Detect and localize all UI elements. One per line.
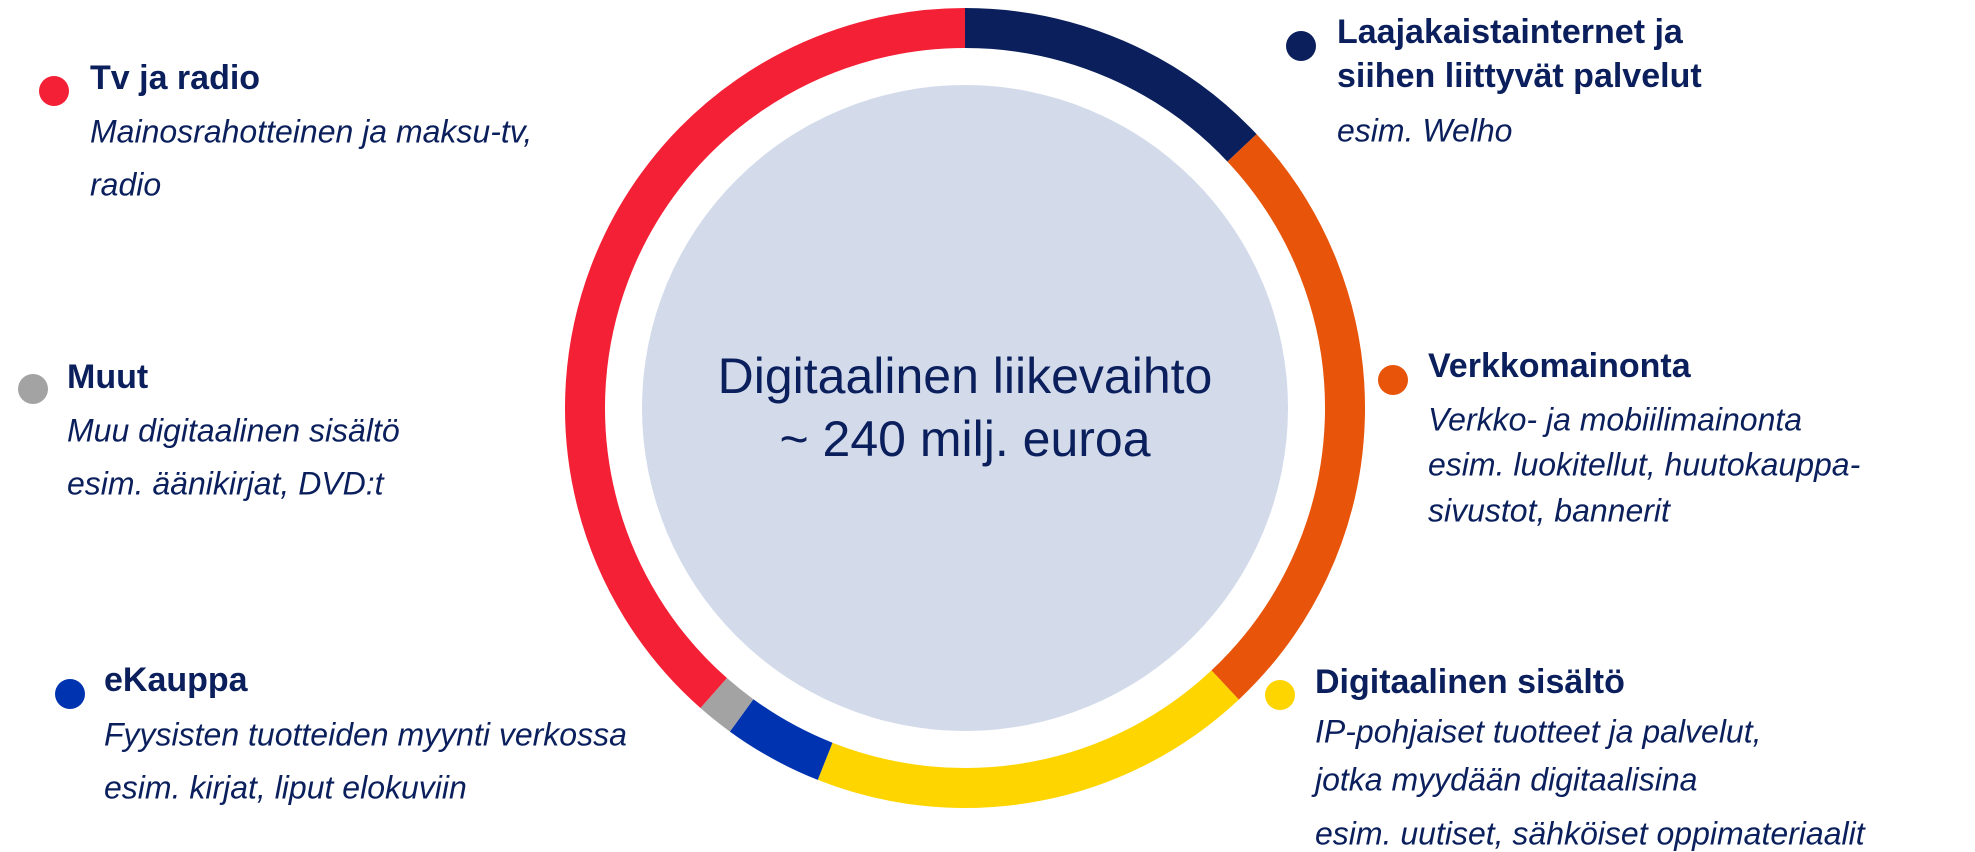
donut-segment [964, 8, 1257, 162]
legend-dot [39, 76, 69, 106]
legend-description: Verkko- ja mobiilimainonta [1428, 401, 1802, 437]
legend-dot [1286, 31, 1316, 61]
center-label: ~ 240 milj. euroa [779, 411, 1150, 467]
legend-description: sivustot, bannerit [1428, 492, 1671, 528]
legend-description: esim. äänikirjat, DVD:t [67, 465, 385, 501]
legend-description: esim. uutiset, sähköiset oppimateriaalit [1315, 815, 1866, 851]
legend-title: eKauppa [104, 661, 249, 699]
legend-description: Fyysisten tuotteiden myynti verkossa [104, 716, 627, 752]
donut-segment [1211, 134, 1365, 700]
legend-title: siihen liittyvät palvelut [1337, 57, 1702, 95]
center-disc [642, 85, 1288, 731]
legend-description: esim. luokitellut, huutokauppa- [1428, 446, 1860, 482]
legend-dot [18, 374, 48, 404]
donut-segment [729, 699, 833, 780]
center-label: Digitaalinen liikevaihto [718, 348, 1213, 404]
legend-description: jotka myydään digitaalisina [1311, 761, 1697, 797]
donut-segment [817, 670, 1239, 808]
legend-description: radio [90, 166, 161, 202]
legend-description: Muu digitaalinen sisältö [67, 412, 400, 448]
legend-title: Digitaalinen sisältö [1315, 663, 1625, 701]
legend-title: Verkkomainonta [1428, 347, 1692, 385]
legend-dot [1265, 680, 1295, 710]
legend-description: Mainosrahotteinen ja maksu-tv, [90, 113, 532, 149]
donut-segment [700, 677, 754, 732]
legend-dot [55, 679, 85, 709]
legend-dot [1378, 365, 1408, 395]
donut-segment [565, 8, 966, 709]
legend-description: esim. Welho [1337, 112, 1512, 148]
legend-title: Muut [67, 358, 148, 396]
legend-description: IP-pohjaiset tuotteet ja palvelut, [1315, 713, 1762, 749]
legend-title: Laajakaistainternet ja [1337, 13, 1684, 51]
legend-description: esim. kirjat, liput elokuviin [104, 769, 467, 805]
legend-title: Tv ja radio [90, 59, 260, 97]
